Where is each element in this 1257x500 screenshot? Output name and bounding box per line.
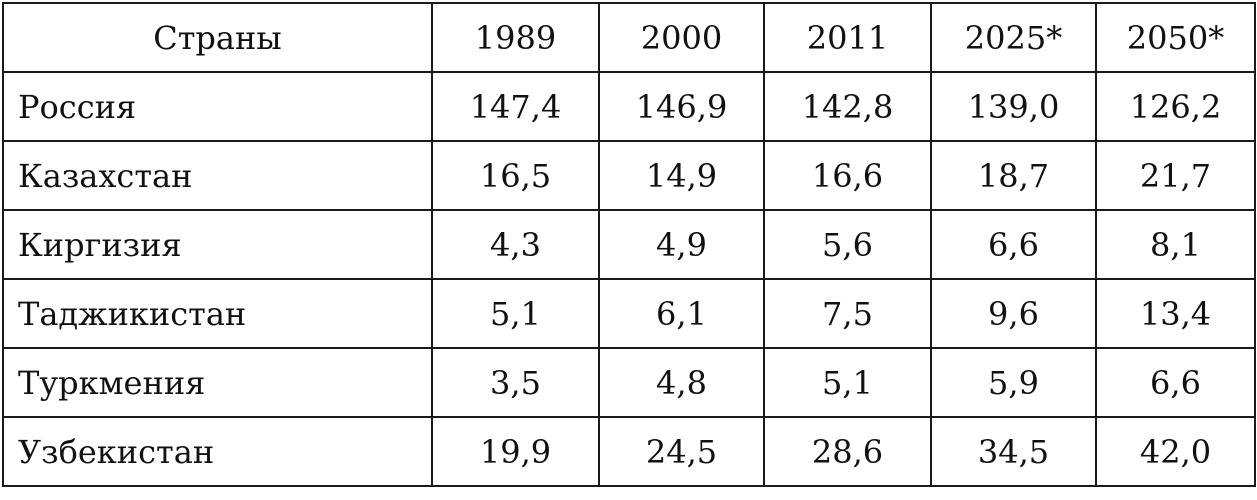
value-cell: 3,5 — [431, 347, 600, 418]
value-cell: 146,9 — [598, 71, 765, 142]
value-cell: 4,9 — [598, 209, 765, 280]
value-cell: 147,4 — [431, 71, 600, 142]
header-cell-country: Страны — [2, 2, 433, 73]
header-cell-year: 2011 — [763, 2, 932, 73]
value-cell: 14,9 — [598, 140, 765, 211]
value-cell: 34,5 — [930, 416, 1097, 487]
value-cell: 5,1 — [763, 347, 932, 418]
value-cell: 8,1 — [1095, 209, 1256, 280]
value-cell: 28,6 — [763, 416, 932, 487]
country-cell: Казахстан — [2, 140, 433, 211]
value-cell: 6,6 — [930, 209, 1097, 280]
header-row: Страны 1989 2000 2011 2025* 2050* — [2, 2, 1256, 73]
value-cell: 5,1 — [431, 278, 600, 349]
value-cell: 16,6 — [763, 140, 932, 211]
header-cell-year: 2000 — [598, 2, 765, 73]
table-row: Туркмения 3,5 4,8 5,1 5,9 6,6 — [2, 347, 1256, 418]
table-row: Казахстан 16,5 14,9 16,6 18,7 21,7 — [2, 140, 1256, 211]
value-cell: 139,0 — [930, 71, 1097, 142]
table-row: Таджикистан 5,1 6,1 7,5 9,6 13,4 — [2, 278, 1256, 349]
value-cell: 42,0 — [1095, 416, 1256, 487]
value-cell: 5,6 — [763, 209, 932, 280]
value-cell: 126,2 — [1095, 71, 1256, 142]
header-cell-year: 1989 — [431, 2, 600, 73]
value-cell: 24,5 — [598, 416, 765, 487]
value-cell: 5,9 — [930, 347, 1097, 418]
population-table: Страны 1989 2000 2011 2025* 2050* Россия… — [2, 2, 1256, 487]
value-cell: 16,5 — [431, 140, 600, 211]
value-cell: 9,6 — [930, 278, 1097, 349]
country-cell: Туркмения — [2, 347, 433, 418]
value-cell: 19,9 — [431, 416, 600, 487]
value-cell: 18,7 — [930, 140, 1097, 211]
table-row: Россия 147,4 146,9 142,8 139,0 126,2 — [2, 71, 1256, 142]
country-cell: Киргизия — [2, 209, 433, 280]
value-cell: 13,4 — [1095, 278, 1256, 349]
country-cell: Россия — [2, 71, 433, 142]
value-cell: 7,5 — [763, 278, 932, 349]
header-cell-year: 2025* — [930, 2, 1097, 73]
value-cell: 6,1 — [598, 278, 765, 349]
header-cell-year: 2050* — [1095, 2, 1256, 73]
value-cell: 21,7 — [1095, 140, 1256, 211]
value-cell: 4,8 — [598, 347, 765, 418]
value-cell: 142,8 — [763, 71, 932, 142]
table-row: Узбекистан 19,9 24,5 28,6 34,5 42,0 — [2, 416, 1256, 487]
country-cell: Таджикистан — [2, 278, 433, 349]
value-cell: 4,3 — [431, 209, 600, 280]
value-cell: 6,6 — [1095, 347, 1256, 418]
country-cell: Узбекистан — [2, 416, 433, 487]
table-row: Киргизия 4,3 4,9 5,6 6,6 8,1 — [2, 209, 1256, 280]
